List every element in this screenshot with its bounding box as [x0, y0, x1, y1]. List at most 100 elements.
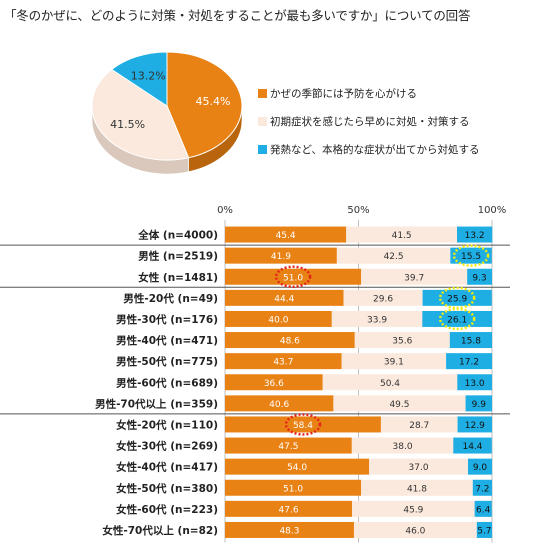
bar-value-label: 45.9 — [403, 505, 423, 515]
bar-segment — [457, 226, 493, 243]
bar-segment — [336, 247, 451, 264]
bar-segment — [331, 310, 423, 327]
bar-value-label: 41.5 — [392, 231, 412, 241]
bar-value-label: 49.5 — [389, 400, 409, 410]
bar-segment — [225, 479, 362, 496]
legend-item-after-symptoms: 発熱など、本格的な症状が出てから対処する — [258, 142, 479, 157]
category-label: 男性-30代 (n=176) — [116, 313, 218, 326]
bar-segment — [465, 395, 492, 412]
bar-value-label: 42.5 — [384, 252, 404, 262]
category-label: 男性 (n=2519) — [138, 250, 218, 263]
bar-value-label: 47.5 — [278, 442, 298, 452]
category-label: 男性-70代以上 (n=359) — [95, 397, 218, 410]
bar-segment — [225, 437, 352, 454]
bar-value-label: 33.9 — [367, 315, 387, 325]
bar-value-label: 47.6 — [279, 505, 299, 515]
category-label: 男性-60代 (n=689) — [116, 376, 218, 389]
pie-value-label: 45.4% — [196, 95, 231, 108]
pie-slice — [91, 68, 190, 161]
bar-value-label: 9.3 — [472, 273, 486, 283]
bar-value-label: 41.9 — [271, 252, 291, 262]
bar-segment — [422, 310, 492, 327]
bar-segment — [380, 416, 458, 433]
bar-value-label: 41.8 — [407, 484, 427, 494]
bar-segment — [369, 458, 468, 475]
bar-value-label: 40.6 — [269, 400, 289, 410]
legend-label: 初期症状を感じたら早めに対処・対策する — [270, 116, 470, 128]
bar-value-label: 14.4 — [462, 442, 482, 452]
legend-label: かぜの季節には予防を心がける — [270, 88, 417, 100]
category-label: 男性-50代 (n=775) — [116, 355, 218, 368]
pie-slice — [166, 51, 243, 159]
bar-segment — [225, 289, 344, 306]
bar-value-label: 29.6 — [373, 294, 393, 304]
bar-segment — [467, 458, 492, 475]
bar-segment — [457, 374, 492, 391]
bar-value-label: 35.6 — [392, 337, 412, 347]
axis-tick-label: 50% — [347, 205, 369, 216]
bar-segment — [225, 458, 370, 475]
bar-value-label: 37.0 — [409, 463, 429, 473]
bar-value-label: 51.0 — [283, 484, 303, 494]
bar-segment — [474, 500, 492, 517]
chart-title: 「冬のかぜに、どのように対策・対処をすることが最も多いですか」についての回答 — [4, 8, 471, 23]
bar-segment — [354, 332, 450, 349]
highlight-circle — [284, 413, 322, 436]
bar-value-label: 48.6 — [280, 337, 300, 347]
bar-segment — [422, 289, 492, 306]
bar-value-label: 6.4 — [476, 505, 491, 515]
bar-value-label: 39.7 — [404, 273, 424, 283]
bar-segment — [225, 332, 355, 349]
bar-segment — [225, 395, 334, 412]
bar-segment — [449, 332, 492, 349]
bar-segment — [351, 437, 454, 454]
bar-segment — [333, 395, 466, 412]
legend-swatch-cyan — [258, 145, 267, 154]
highlight-circle — [274, 265, 312, 288]
axis-tick-label: 100% — [478, 205, 507, 216]
bar-value-label: 44.4 — [274, 294, 294, 304]
bar-segment — [225, 353, 342, 370]
bar-segment — [450, 247, 492, 264]
bar-segment — [225, 374, 323, 391]
pie-value-label: 13.2% — [131, 69, 166, 82]
legend-item-early-response: 初期症状を感じたら早めに対処・対策する — [258, 114, 470, 129]
category-label: 女性-50代 (n=380) — [116, 482, 218, 495]
bar-segment — [472, 479, 492, 496]
bar-segment — [361, 268, 468, 285]
pie-chart: 45.4% 41.5% 13.2% — [91, 51, 243, 175]
bar-segment — [446, 353, 492, 370]
bar-segment — [225, 521, 354, 538]
highlight-circle — [438, 307, 476, 331]
bar-value-label: 46.0 — [405, 526, 425, 536]
bar-segment — [352, 500, 475, 517]
bar-segment — [225, 226, 347, 243]
legend-label: 発熱など、本格的な症状が出てから対処する — [270, 144, 480, 156]
highlight-circle — [452, 244, 490, 267]
bar-value-label: 28.7 — [409, 421, 429, 431]
bar-value-label: 15.5 — [461, 252, 481, 262]
bar-segment — [225, 268, 362, 285]
bar-value-label: 36.6 — [264, 379, 284, 389]
category-label: 女性-70代以上 (n=82) — [102, 524, 218, 537]
pie-slice — [110, 51, 168, 107]
bar-segment — [467, 268, 492, 285]
bar-value-label: 25.9 — [447, 294, 467, 304]
bar-value-label: 43.7 — [273, 358, 293, 368]
category-label: 男性-40代 (n=471) — [116, 334, 218, 347]
axis-tick-label: 0% — [217, 205, 233, 216]
bar-value-label: 17.2 — [459, 358, 479, 368]
category-label: 全体 (n=4000) — [137, 229, 218, 242]
bar-segment — [225, 247, 337, 264]
pie-value-label: 41.5% — [110, 118, 145, 131]
bar-segment — [457, 416, 492, 433]
bar-value-label: 13.2 — [465, 231, 485, 241]
bar-value-label: 54.0 — [287, 463, 307, 473]
stacked-bar-chart: 0% 50% 100% 全体 (n=4000) 45.4 41.5 13.2 男性 (n=25… — [0, 205, 510, 543]
category-label: 女性-30代 (n=269) — [116, 440, 218, 453]
bar-segment — [322, 374, 458, 391]
bar-segment — [343, 289, 423, 306]
bar-segment — [453, 437, 492, 454]
legend-item-prevention: かぜの季節には予防を心がける — [258, 86, 417, 101]
bar-value-label: 9.0 — [473, 463, 488, 473]
